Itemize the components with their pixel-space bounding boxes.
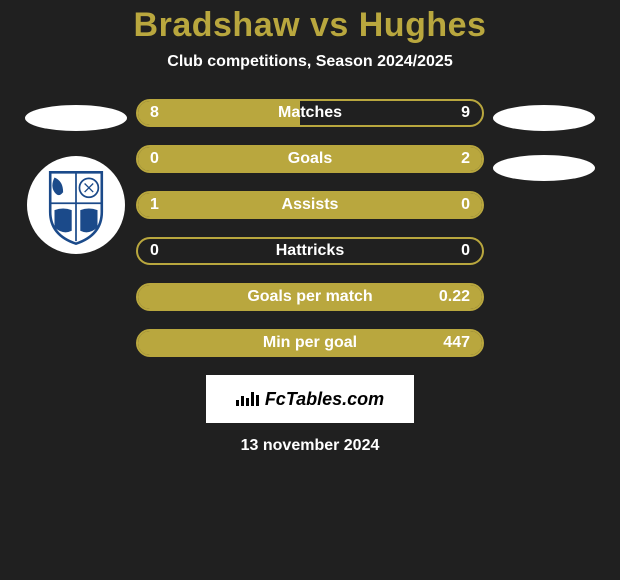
stat-label: Min per goal [138,334,482,352]
stat-bar: 0Goals2 [136,145,484,173]
stat-right-value: 0 [461,196,470,214]
stat-bar: 8Matches9 [136,99,484,127]
brand-text: FcTables.com [265,389,384,410]
stat-bar: Goals per match0.22 [136,283,484,311]
stat-bar: Min per goal447 [136,329,484,357]
stat-label: Matches [138,104,482,122]
right-column [484,99,604,357]
stat-bar: 1Assists0 [136,191,484,219]
crest-icon [33,162,119,248]
player-right-avatar [493,105,595,131]
stat-label: Goals per match [138,288,482,306]
stat-right-value: 2 [461,150,470,168]
stats-column: 8Matches90Goals21Assists00Hattricks0Goal… [136,99,484,357]
stat-bar: 0Hattricks0 [136,237,484,265]
stat-label: Assists [138,196,482,214]
stat-label: Hattricks [138,242,482,260]
club-crest-left [27,156,125,254]
club-crest-right [493,155,595,181]
brand-bars-icon [236,392,259,406]
player-left-avatar [25,105,127,131]
stat-right-value: 9 [461,104,470,122]
stat-label: Goals [138,150,482,168]
left-column [16,99,136,357]
root: Bradshaw vs Hughes Club competitions, Se… [0,0,620,580]
player-left-crest [26,155,126,255]
subtitle: Club competitions, Season 2024/2025 [167,53,452,71]
stat-right-value: 447 [443,334,470,352]
main-row: 8Matches90Goals21Assists00Hattricks0Goal… [0,99,620,357]
stat-right-value: 0.22 [439,288,470,306]
stat-right-value: 0 [461,242,470,260]
page-title: Bradshaw vs Hughes [134,6,487,45]
date-label: 13 november 2024 [241,437,380,455]
brand-box: FcTables.com [206,375,414,423]
brand-label: FcTables.com [236,389,384,410]
